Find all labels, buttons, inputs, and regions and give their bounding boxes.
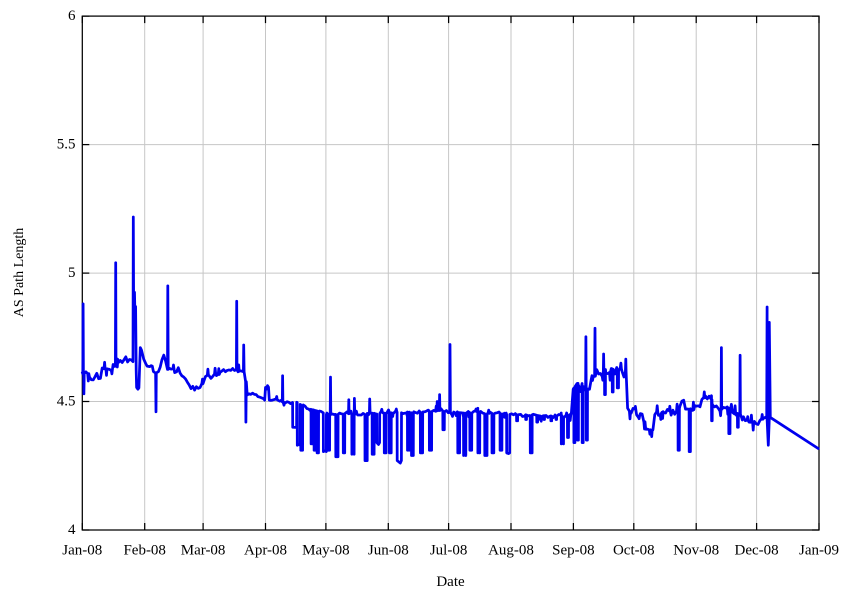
svg-text:Jan-09: Jan-09 xyxy=(799,543,839,559)
svg-text:AS Path Length: AS Path Length xyxy=(12,228,27,317)
svg-text:4.5: 4.5 xyxy=(57,393,76,409)
svg-text:Oct-08: Oct-08 xyxy=(613,543,655,559)
svg-text:Apr-08: Apr-08 xyxy=(244,543,287,559)
svg-text:Jul-08: Jul-08 xyxy=(430,543,468,559)
svg-text:May-08: May-08 xyxy=(302,543,350,559)
svg-text:Date: Date xyxy=(436,574,465,590)
svg-text:Dec-08: Dec-08 xyxy=(735,543,779,559)
svg-text:Feb-08: Feb-08 xyxy=(123,543,166,559)
svg-text:Jan-08: Jan-08 xyxy=(62,543,102,559)
svg-text:Mar-08: Mar-08 xyxy=(181,543,226,559)
svg-text:4: 4 xyxy=(68,522,76,538)
svg-text:5.5: 5.5 xyxy=(57,136,76,152)
svg-text:5: 5 xyxy=(68,265,76,281)
svg-text:6: 6 xyxy=(68,8,76,24)
svg-text:Nov-08: Nov-08 xyxy=(673,543,719,559)
svg-text:Aug-08: Aug-08 xyxy=(488,543,534,559)
svg-text:Jun-08: Jun-08 xyxy=(368,543,409,559)
svg-text:Sep-08: Sep-08 xyxy=(552,543,595,559)
